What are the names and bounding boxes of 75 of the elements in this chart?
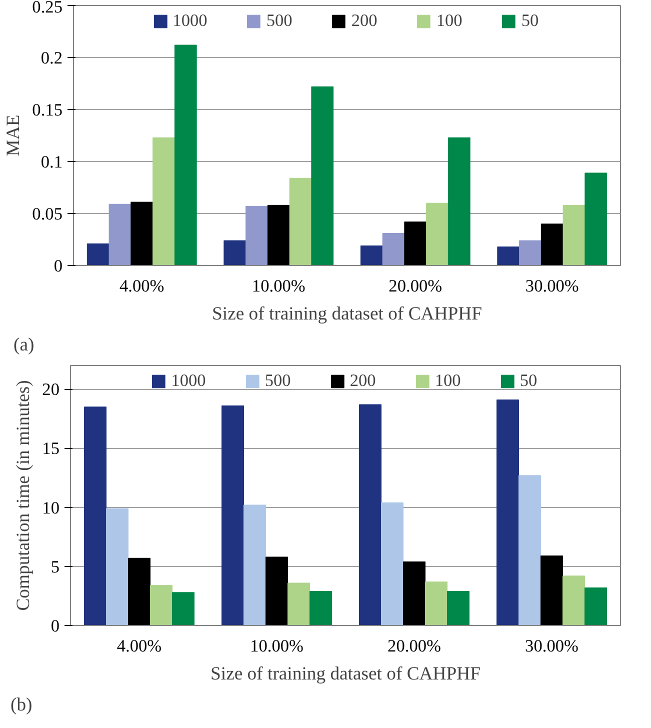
x-tick-label: 20.00% [388, 636, 441, 656]
text: (b) [10, 694, 32, 716]
y-tick-label: 10 [42, 498, 60, 518]
bar [266, 556, 288, 626]
bar [152, 137, 175, 266]
y-tick-label: 0.2 [40, 48, 63, 68]
y-tick-label: 5 [50, 557, 60, 576]
y-tick-label: 0 [50, 616, 60, 636]
x-axis-title: Size of training dataset of CAHPHF [210, 664, 480, 684]
x-tick-label: 30.00% [525, 636, 578, 656]
x-tick-label: 10.00% [252, 276, 306, 296]
bar [246, 206, 268, 266]
legend-label: 50 [521, 11, 540, 31]
bar [106, 508, 128, 626]
y-tick-label: 15 [42, 439, 60, 458]
bar [130, 202, 154, 266]
bar [426, 202, 448, 266]
bar [172, 592, 194, 626]
bar [562, 576, 585, 626]
x-axis-title: Size of training dataset of CAHPHF [212, 304, 482, 324]
x-tick-label: 4.00% [116, 636, 162, 656]
bar [108, 204, 132, 266]
bar [311, 86, 334, 266]
bar [360, 245, 383, 266]
legend-label: 50 [520, 371, 538, 391]
bar [224, 240, 246, 266]
x-tick-label: 10.00% [250, 636, 304, 656]
bar [540, 556, 563, 626]
bar [382, 233, 405, 266]
y-tick-label: 0 [54, 256, 63, 276]
text: (a) [14, 334, 34, 356]
bar [497, 246, 520, 266]
bar [289, 178, 312, 266]
legend-label: 500 [264, 371, 291, 391]
bar [425, 582, 448, 626]
legend-label: 100 [434, 371, 461, 391]
legend-label: 500 [266, 11, 292, 31]
bar [496, 400, 519, 626]
bar [403, 561, 426, 626]
bar [222, 405, 244, 626]
bar [518, 475, 541, 626]
legend-label: 100 [436, 11, 462, 31]
bar [404, 222, 427, 266]
bar [267, 204, 290, 266]
legend-label: 1000 [171, 371, 206, 391]
bar [128, 558, 150, 626]
bar [359, 404, 382, 626]
x-tick-label: 20.00% [388, 276, 442, 296]
y-axis-title: MAE [3, 114, 24, 156]
y-tick-label: 20 [42, 380, 60, 400]
y-tick-label: 0.05 [32, 204, 63, 224]
bar [86, 243, 110, 266]
bar [288, 582, 310, 626]
bar [244, 504, 266, 626]
bar [150, 585, 172, 626]
bar [84, 406, 106, 626]
bar [540, 224, 564, 266]
y-tick-label: 0.15 [32, 100, 63, 120]
bar [381, 502, 404, 626]
legend-label: 200 [351, 11, 378, 31]
y-tick-label: 0.1 [40, 152, 63, 172]
bar [562, 204, 586, 266]
bar [584, 587, 607, 626]
bar [519, 240, 542, 266]
legend-label: 1000 [172, 11, 208, 31]
bar [448, 137, 470, 266]
y-axis-title: Computation time (in minutes) [13, 380, 34, 611]
x-tick-label: 30.00% [525, 276, 579, 296]
legend-label: 200 [350, 371, 376, 391]
bar [310, 590, 332, 626]
bar [584, 172, 608, 266]
y-tick-label: 0.25 [32, 0, 63, 16]
x-tick-label: 4.00% [119, 276, 164, 296]
bar [447, 590, 470, 626]
bar [174, 44, 197, 266]
